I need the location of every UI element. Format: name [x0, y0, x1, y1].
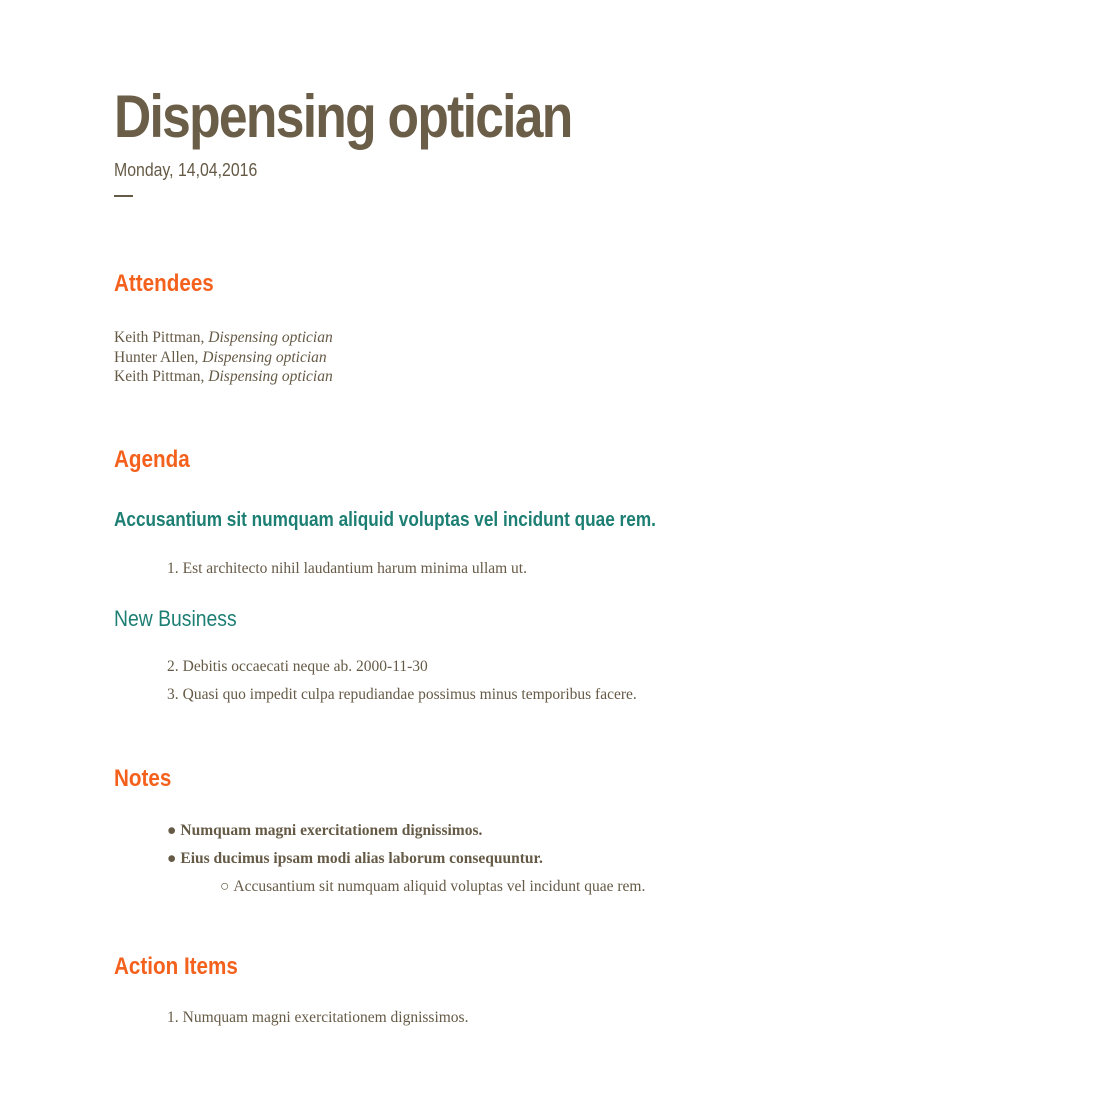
- title-divider: [114, 195, 133, 197]
- new-business-heading: New Business: [114, 605, 237, 631]
- list-number: 3.: [167, 685, 179, 703]
- note-subitem: ○ Accusantium sit numquam aliquid volupta…: [114, 873, 1034, 901]
- attendee-list: Keith Pittman, Dispensing optician Hunte…: [114, 328, 1034, 387]
- attendee-role: Dispensing optician: [208, 368, 333, 385]
- action-items-list: 1. Numquam magni exercitationem dignissim…: [114, 1004, 1034, 1032]
- attendee-row: Keith Pittman, Dispensing optician: [114, 328, 1034, 348]
- agenda-list-item: 1. Est architecto nihil laudantium harum …: [114, 555, 1034, 583]
- new-business-list: 2. Debitis occaecati neque ab. 2000-11-30…: [114, 653, 1034, 709]
- note-subitem-text: Accusantium sit numquam aliquid voluptas…: [233, 877, 646, 895]
- attendees-heading: Attendees: [114, 270, 214, 297]
- attendee-name: Keith Pittman: [114, 329, 201, 346]
- attendee-row: Keith Pittman, Dispensing optician: [114, 367, 1034, 387]
- attendee-name: Keith Pittman: [114, 368, 201, 385]
- agenda-item-title: Accusantium sit numquam aliquid voluptas…: [114, 508, 656, 531]
- list-number: 1.: [167, 559, 179, 577]
- list-number: 2.: [167, 657, 179, 675]
- note-text: Numquam magni exercitationem dignissimos…: [180, 821, 483, 839]
- notes-heading: Notes: [114, 764, 172, 792]
- note-item: ● Eius ducimus ipsam modi alias laborum c…: [114, 845, 1034, 873]
- action-item: 1. Numquam magni exercitationem dignissim…: [114, 1004, 1034, 1032]
- agenda-heading: Agenda: [114, 445, 190, 473]
- bullet-icon: ●: [167, 849, 177, 867]
- action-item-text: Numquam magni exercitationem dignissimos…: [182, 1008, 469, 1026]
- attendee-name: Hunter Allen: [114, 348, 195, 366]
- attendee-role: Dispensing optician: [202, 348, 327, 366]
- notes-list: ● Numquam magni exercitationem dignissimo…: [114, 817, 1034, 901]
- attendee-role: Dispensing optician: [208, 329, 333, 346]
- action-items-heading: Action Items: [114, 952, 238, 980]
- note-item: ● Numquam magni exercitationem dignissimo…: [114, 817, 1034, 845]
- agenda-list-item: 3. Quasi quo impedit culpa repudiandae po…: [114, 681, 1034, 709]
- list-item-text: Est architecto nihil laudantium harum mi…: [182, 559, 527, 577]
- document-title: Dispensing optician: [114, 83, 573, 150]
- list-item-text: Quasi quo impedit culpa repudiandae poss…: [182, 685, 637, 703]
- document-date: Monday, 14,04,2016: [114, 160, 258, 180]
- agenda-list-item: 2. Debitis occaecati neque ab. 2000-11-30: [114, 653, 1034, 681]
- hollow-bullet-icon: ○: [220, 877, 230, 895]
- meeting-notes-document: Dispensing optician Monday, 14,04,2016 A…: [114, 82, 1034, 1032]
- list-number: 1.: [167, 1008, 179, 1026]
- attendee-row: Hunter Allen, Dispensing optician: [114, 348, 1034, 368]
- note-text: Eius ducimus ipsam modi alias laborum co…: [180, 849, 543, 867]
- attendee-separator: ,: [200, 329, 209, 346]
- bullet-icon: ●: [167, 821, 177, 839]
- attendee-separator: ,: [194, 348, 203, 366]
- list-item-text: Debitis occaecati neque ab. 2000-11-30: [182, 657, 428, 675]
- attendee-separator: ,: [200, 368, 209, 385]
- agenda-list: 1. Est architecto nihil laudantium harum …: [114, 555, 1034, 583]
